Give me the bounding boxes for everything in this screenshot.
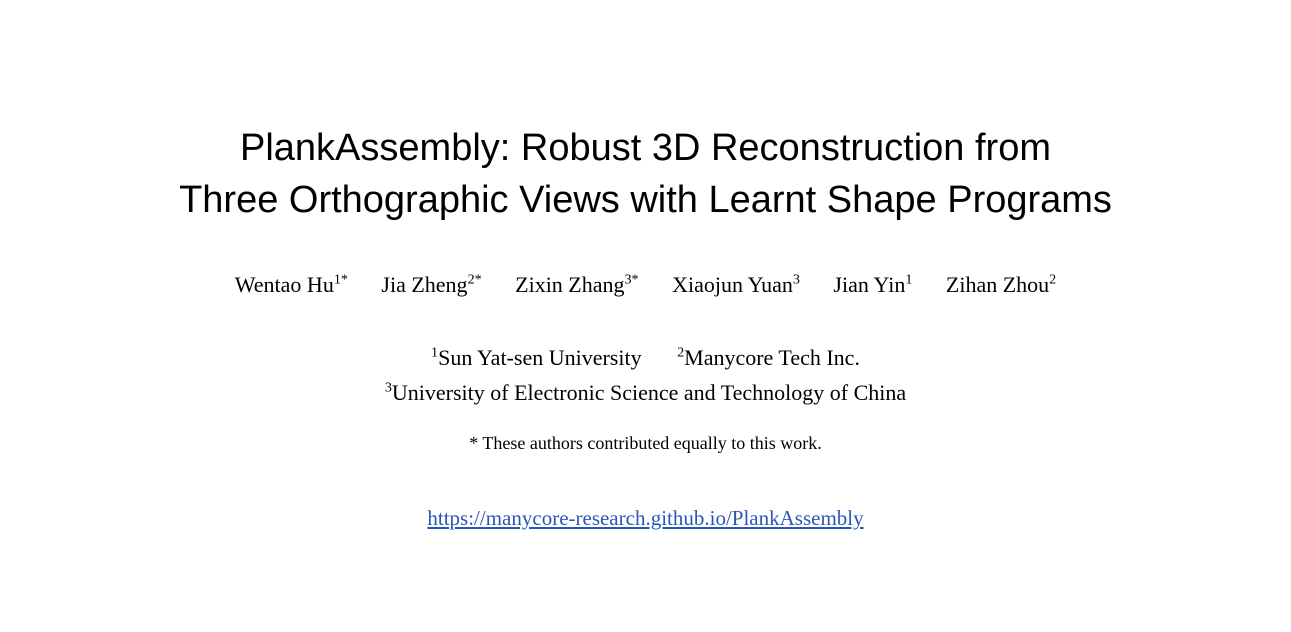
author-affiliation-mark: 3: [792, 271, 800, 288]
affiliation-row-2: 3University of Electronic Science and Te…: [0, 375, 1291, 410]
author-name: Jia Zheng: [381, 272, 468, 297]
affiliation-mark: 2: [677, 344, 685, 361]
author-affiliation-mark: 2: [1049, 271, 1057, 288]
author-name: Xiaojun Yuan: [672, 272, 793, 297]
author-affiliation-mark: 3*: [624, 271, 639, 288]
author-name: Wentao Hu: [234, 272, 334, 297]
author-affiliation-mark: 1*: [333, 271, 348, 288]
affiliation-row-1: 1Sun Yat-sen University 2Manycore Tech I…: [0, 340, 1291, 375]
affiliation-mark: 3: [384, 379, 392, 396]
author-zihan-zhou: Zihan Zhou2: [946, 272, 1056, 298]
author-zixin-zhang: Zixin Zhang3*: [515, 272, 638, 298]
affiliation-manycore: 2Manycore Tech Inc.: [677, 340, 860, 375]
author-jian-yin: Jian Yin1: [833, 272, 912, 298]
author-wentao-hu: Wentao Hu1*: [235, 272, 348, 298]
affiliation-name: Sun Yat-sen University: [438, 345, 642, 370]
author-list: Wentao Hu1* Jia Zheng2* Zixin Zhang3* Xi…: [0, 272, 1291, 298]
author-xiaojun-yuan: Xiaojun Yuan3: [672, 272, 800, 298]
project-page-link[interactable]: https://manycore-research.github.io/Plan…: [427, 506, 864, 530]
affiliation-list: 1Sun Yat-sen University 2Manycore Tech I…: [0, 340, 1291, 410]
affiliation-mark: 1: [431, 344, 439, 361]
author-name: Jian Yin: [833, 272, 906, 297]
author-affiliation-mark: 1: [905, 271, 913, 288]
paper-title: PlankAssembly: Robust 3D Reconstruction …: [0, 0, 1291, 226]
paper-title-line-1: PlankAssembly: Robust 3D Reconstruction …: [240, 127, 1051, 169]
affiliation-sun-yat-sen: 1Sun Yat-sen University: [431, 340, 642, 375]
paper-title-line-2: Three Orthographic Views with Learnt Sha…: [179, 179, 1112, 221]
affiliation-name: Manycore Tech Inc.: [684, 345, 860, 370]
author-name: Zixin Zhang: [515, 272, 625, 297]
author-name: Zihan Zhou: [945, 272, 1050, 297]
author-jia-zheng: Jia Zheng2*: [381, 272, 481, 298]
affiliation-uestc: 3University of Electronic Science and Te…: [385, 375, 906, 410]
project-link-row: https://manycore-research.github.io/Plan…: [0, 506, 1291, 531]
author-affiliation-mark: 2*: [467, 271, 482, 288]
affiliation-name: University of Electronic Science and Tec…: [391, 380, 907, 405]
equal-contribution-footnote: * These authors contributed equally to t…: [469, 433, 822, 453]
